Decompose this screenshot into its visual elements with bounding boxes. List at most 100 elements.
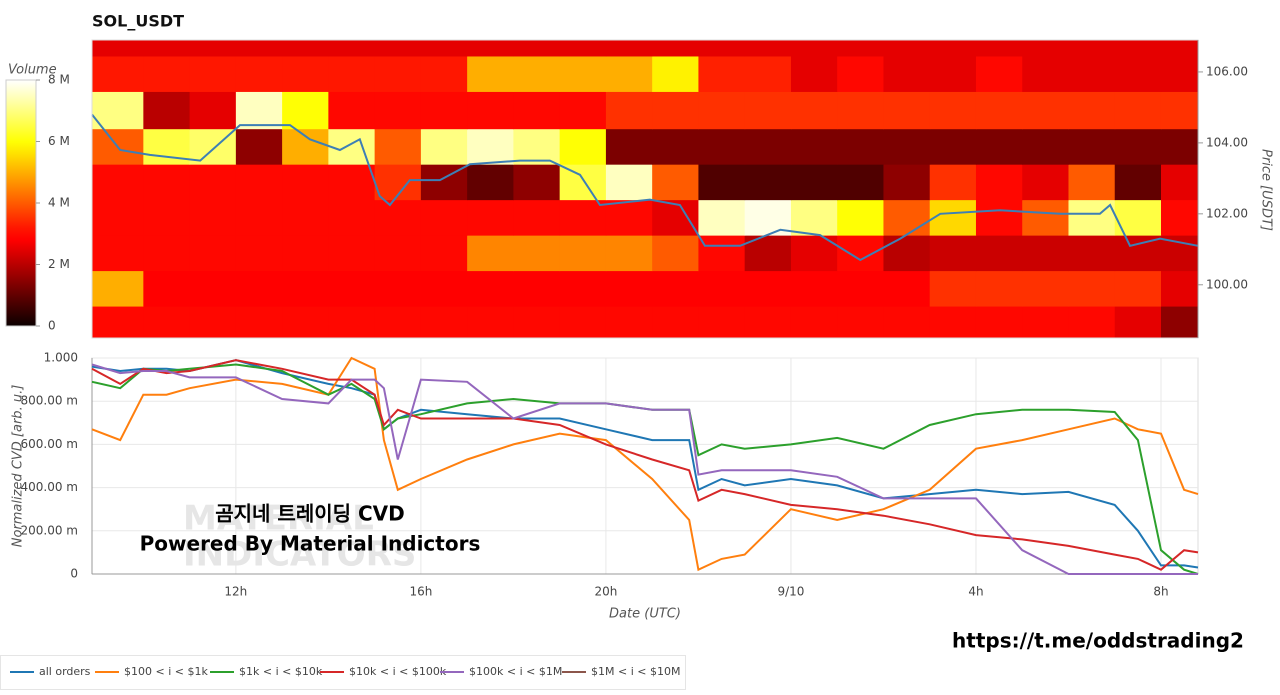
heatmap-cell [513, 40, 561, 57]
heatmap-cell [1068, 270, 1116, 307]
heatmap-cell [1068, 128, 1116, 165]
colorbar-tick-label: 8 M [48, 73, 70, 87]
heatmap-cell [790, 40, 838, 57]
heatmap-cell [282, 235, 329, 272]
y-tick-label: 100.00 [1206, 277, 1248, 291]
x-tick-label: 16h [409, 585, 432, 599]
heatmap-cell [975, 128, 1023, 165]
heatmap-cell [605, 40, 653, 57]
heatmap-cell [790, 199, 838, 236]
heatmap-cell [605, 91, 653, 130]
heatmap-cell [92, 199, 144, 236]
heatmap-cell [837, 270, 884, 307]
heatmap-cell [652, 199, 699, 236]
heatmap-cell [883, 270, 931, 307]
heatmap-cell [975, 55, 1023, 92]
y-axis-label: Normalized CVD [arb. u.] [11, 385, 26, 548]
heatmap-cell [790, 306, 838, 339]
heatmap-cell [698, 306, 746, 339]
heatmap-cell [929, 55, 977, 92]
heatmap-cell [652, 306, 699, 339]
heatmap-cell [513, 128, 561, 165]
heatmap-cell [883, 164, 931, 201]
heatmap-cell [189, 270, 237, 307]
heatmap-cell [467, 128, 514, 165]
heatmap-cell [1022, 55, 1069, 92]
heatmap-cell [605, 55, 653, 92]
colorbar [5, 79, 37, 327]
heatmap-cell [975, 235, 1023, 272]
colorbar-tick-label: 4 M [48, 196, 70, 210]
heatmap-cell [559, 91, 607, 130]
heatmap-cell [1068, 91, 1116, 130]
legend-label: all orders [39, 665, 91, 678]
heatmap-cell [652, 128, 699, 165]
legend-label: $100 < i < $1k [124, 665, 208, 678]
heatmap-cell [420, 270, 468, 307]
heatmap-cell [189, 40, 237, 57]
heatmap-cell [328, 164, 376, 201]
heatmap-cell [328, 306, 376, 339]
heatmap-cell [883, 40, 931, 57]
x-tick-label: 12h [224, 585, 247, 599]
heatmap-cell [1160, 235, 1199, 272]
heatmap-cell [883, 128, 931, 165]
heatmap-cell [929, 164, 977, 201]
heatmap-cell [92, 270, 144, 307]
heatmap-cell [1022, 91, 1069, 130]
heatmap-cell [420, 91, 468, 130]
heatmap-cell [467, 270, 514, 307]
heatmap-cell [189, 199, 237, 236]
heatmap-cell [1068, 164, 1116, 201]
heatmap-cell [790, 55, 838, 92]
heatmap-cell [235, 55, 283, 92]
y-tick-label: 600.00 m [21, 437, 79, 451]
heatmap-cell [235, 40, 283, 57]
heatmap-cell [883, 235, 931, 272]
heatmap-cell [652, 40, 699, 57]
heatmap-cell [1022, 306, 1069, 339]
heatmap-cell [1114, 306, 1162, 339]
heatmap-cell [92, 235, 144, 272]
heatmap-cell [420, 306, 468, 339]
heatmap-cell [420, 235, 468, 272]
heatmap-cell [698, 199, 746, 236]
heatmap-cell [744, 128, 792, 165]
heatmap-cell [652, 55, 699, 92]
heatmap-cell [559, 40, 607, 57]
cvd-line [91, 363, 1198, 575]
heatmap-cell [513, 235, 561, 272]
heatmap-cell [374, 91, 422, 130]
heatmap-cell [374, 55, 422, 92]
heatmap-cell [744, 306, 792, 339]
heatmap-cell [698, 235, 746, 272]
heatmap-cell [282, 306, 329, 339]
heatmap-cell [374, 235, 422, 272]
heatmap-cell [929, 270, 977, 307]
heatmap-cell [698, 270, 746, 307]
heatmap-cell [605, 270, 653, 307]
heatmap-cell [420, 128, 468, 165]
heatmap-cell [282, 128, 329, 165]
heatmap-cell [929, 128, 977, 165]
heatmap-cell [513, 164, 561, 201]
heatmap-cell [975, 164, 1023, 201]
link-text: https://t.me/oddstrading2 [952, 629, 1244, 653]
y-tick-label: 0 [70, 567, 78, 581]
heatmap-cell [235, 91, 283, 130]
heatmap-cell [189, 164, 237, 201]
heatmap-cell [559, 199, 607, 236]
heatmap-cell [143, 270, 191, 307]
x-tick-label: 20h [594, 585, 617, 599]
heatmap-cell [189, 306, 237, 339]
heatmap-cell [1022, 235, 1069, 272]
heatmap-cell [143, 164, 191, 201]
heatmap-cell [328, 40, 376, 57]
heatmap-cell [92, 306, 144, 339]
cvd-line [91, 359, 1199, 571]
heatmap-cell [559, 306, 607, 339]
heatmap-cell [92, 40, 144, 57]
heatmap-cell [1160, 164, 1199, 201]
heatmap-cell [975, 40, 1023, 57]
heatmap-cell [282, 270, 329, 307]
